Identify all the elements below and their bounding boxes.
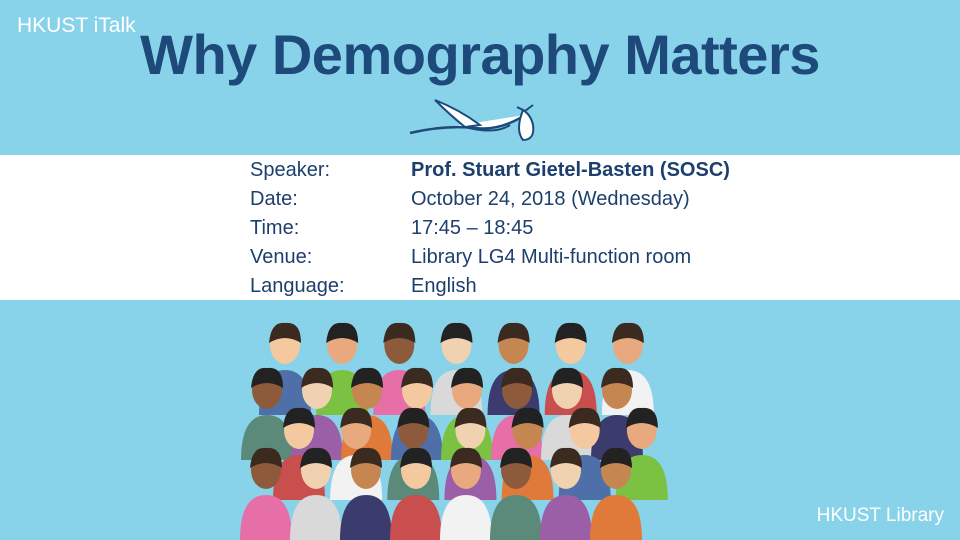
page-title: Why Demography Matters bbox=[140, 23, 820, 86]
detail-label: Speaker: bbox=[250, 159, 331, 181]
person bbox=[340, 447, 392, 540]
detail-value: English bbox=[411, 275, 477, 297]
detail-value: Library LG4 Multi-function room bbox=[411, 246, 692, 268]
person bbox=[290, 447, 342, 540]
detail-label: Language: bbox=[250, 275, 345, 297]
stork-carrying-bundle-icon bbox=[409, 99, 535, 142]
detail-label: Time: bbox=[250, 217, 300, 239]
person bbox=[241, 367, 293, 460]
brand-label: HKUST iTalk bbox=[17, 14, 136, 37]
person bbox=[540, 447, 592, 540]
person bbox=[590, 447, 642, 540]
person bbox=[240, 447, 292, 540]
person bbox=[273, 407, 325, 500]
person bbox=[390, 447, 442, 540]
detail-label: Venue: bbox=[250, 246, 313, 268]
detail-label: Date: bbox=[250, 188, 298, 210]
details-band bbox=[0, 155, 960, 300]
person bbox=[490, 447, 542, 540]
detail-value: 17:45 – 18:45 bbox=[411, 217, 534, 239]
person bbox=[440, 447, 492, 540]
library-label: HKUST Library bbox=[816, 505, 944, 526]
detail-value: Prof. Stuart Gietel-Basten (SOSC) bbox=[411, 159, 730, 181]
detail-value: October 24, 2018 (Wednesday) bbox=[411, 188, 690, 210]
crowd-of-people-illustration bbox=[240, 322, 668, 540]
